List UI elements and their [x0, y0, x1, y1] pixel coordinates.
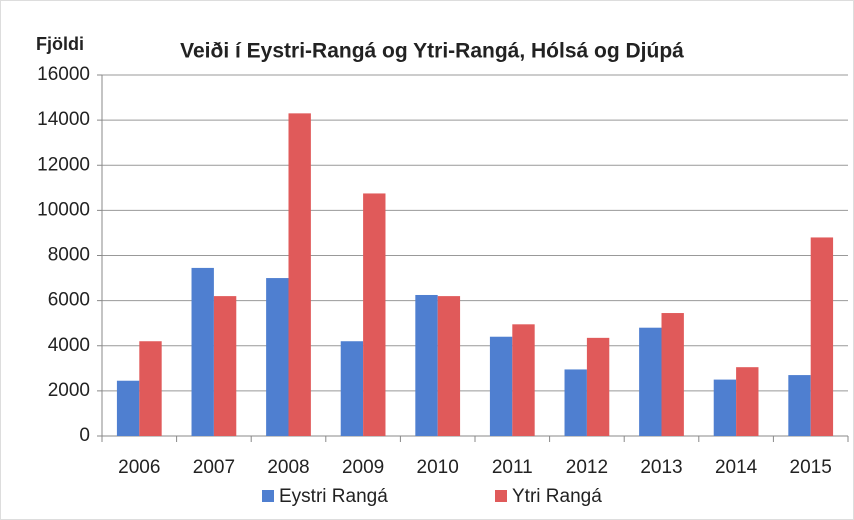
- x-tick-label: 2009: [342, 457, 384, 478]
- x-tick-label: 2006: [118, 457, 160, 478]
- chart-title: Veiði í Eystri-Rangá og Ytri-Rangá, Hóls…: [180, 40, 684, 63]
- bar: [512, 324, 535, 436]
- bar: [116, 380, 140, 436]
- y-tick-label: 14000: [37, 109, 90, 130]
- bar: [139, 341, 162, 436]
- x-tick-label: 2010: [417, 457, 459, 478]
- bar: [340, 341, 364, 436]
- bar: [661, 313, 684, 436]
- x-tick-label: 2014: [715, 457, 758, 478]
- x-tick-label: 2007: [193, 457, 235, 478]
- y-tick-label: 12000: [37, 154, 90, 175]
- bar: [586, 337, 610, 436]
- y-tick-label: 6000: [48, 290, 90, 311]
- x-tick-label: 2012: [566, 457, 608, 478]
- y-tick-label: 16000: [37, 64, 90, 85]
- y-tick-label: 10000: [37, 199, 90, 220]
- y-axis-label: Fjöldi: [36, 34, 84, 54]
- bar: [363, 193, 386, 436]
- bar: [639, 327, 662, 436]
- y-tick-label: 2000: [48, 380, 90, 401]
- legend-swatch: [495, 490, 507, 502]
- bar: [191, 267, 214, 436]
- bar: [213, 296, 237, 436]
- y-tick-label: 8000: [48, 245, 90, 266]
- y-tick-label: 0: [79, 425, 90, 446]
- legend-label: Ytri Rangá: [512, 486, 602, 507]
- bar: [288, 113, 311, 436]
- x-tick-label: 2015: [790, 457, 832, 478]
- legend-label: Eystri Rangá: [279, 486, 388, 507]
- bar: [437, 296, 461, 436]
- bar: [415, 294, 438, 436]
- x-tick-label: 2008: [267, 457, 309, 478]
- bar: [788, 375, 811, 436]
- bar: [489, 336, 513, 436]
- legend-swatch: [262, 490, 274, 502]
- bar: [266, 278, 289, 436]
- bar: [810, 237, 834, 436]
- bar: [713, 379, 737, 436]
- bar: [736, 367, 759, 436]
- y-tick-label: 4000: [48, 335, 90, 356]
- x-tick-label: 2011: [492, 457, 533, 478]
- bar: [564, 369, 587, 436]
- x-tick-label: 2013: [640, 457, 682, 478]
